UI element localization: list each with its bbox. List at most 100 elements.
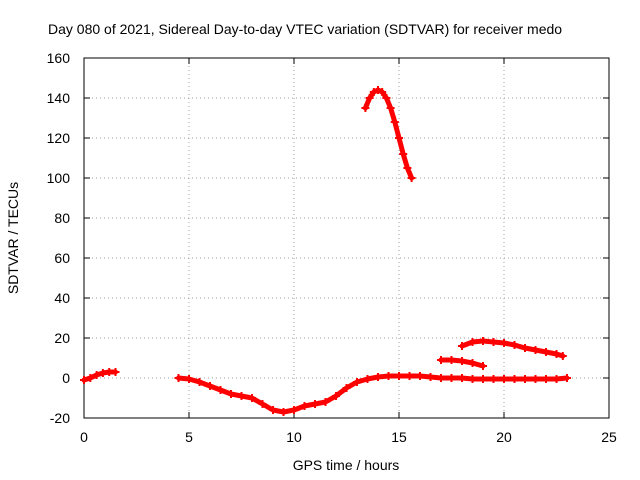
data-point	[86, 374, 95, 382]
data-point	[542, 375, 550, 383]
series-arc-3	[361, 86, 416, 182]
y-tick-label: 80	[54, 210, 70, 226]
x-tick-label: 15	[391, 429, 407, 445]
x-tick-label: 10	[286, 429, 302, 445]
data-point	[269, 406, 277, 414]
data-point	[468, 338, 477, 346]
data-point	[447, 356, 456, 364]
data-point	[386, 104, 395, 112]
data-point	[111, 368, 120, 376]
data-point	[382, 94, 391, 102]
data-point	[468, 375, 477, 383]
y-tick-label: 160	[47, 50, 71, 66]
data-point	[353, 378, 361, 386]
data-point	[563, 374, 571, 382]
data-point	[510, 341, 519, 349]
data-point	[531, 346, 540, 354]
data-point	[369, 88, 378, 96]
data-point	[479, 362, 487, 370]
series-arc-2	[174, 372, 571, 416]
data-point	[384, 372, 393, 380]
data-point	[311, 400, 319, 408]
x-axis-label: GPS time / hours	[293, 457, 400, 473]
data-point	[458, 357, 466, 365]
x-tick-label: 20	[496, 429, 512, 445]
grid	[84, 58, 609, 418]
x-tick-label: 0	[80, 429, 88, 445]
data-point	[374, 373, 382, 381]
series-arc-5	[458, 337, 567, 360]
data-point	[521, 344, 529, 352]
series-arc-1	[80, 368, 120, 384]
data-point	[489, 375, 498, 383]
data-point	[216, 386, 225, 394]
data-point	[407, 174, 416, 182]
y-tick-label: 120	[47, 130, 71, 146]
data-point	[542, 348, 550, 356]
x-tick-label: 5	[185, 429, 193, 445]
data-point	[342, 384, 351, 392]
data-point	[227, 390, 235, 398]
data-point	[374, 86, 382, 94]
data-point	[361, 104, 370, 112]
data-point	[321, 398, 330, 406]
data-point	[500, 339, 508, 347]
data-point	[206, 382, 214, 390]
y-tick-label: 100	[47, 170, 71, 186]
data-point	[437, 374, 445, 382]
y-tick-label: 60	[54, 250, 70, 266]
data-series	[80, 86, 571, 416]
data-point	[395, 134, 403, 142]
data-point	[92, 371, 101, 379]
plot-frame	[83, 57, 610, 419]
data-point	[552, 350, 561, 358]
data-point	[531, 375, 540, 383]
data-point	[447, 374, 456, 382]
data-point	[500, 375, 508, 383]
data-point	[365, 94, 374, 102]
data-point	[403, 164, 412, 172]
data-point	[378, 88, 387, 96]
data-point	[437, 356, 445, 364]
y-tick-label: 40	[54, 290, 70, 306]
axis-ticks: 0 5 10 15 20 25 -20 0 20 40 60 80 100 120 140 160	[47, 50, 617, 445]
data-point	[399, 150, 408, 158]
data-point	[332, 392, 340, 400]
data-point	[510, 375, 519, 383]
data-point	[290, 406, 298, 414]
data-point	[195, 378, 204, 386]
data-point	[521, 375, 529, 383]
data-point	[552, 375, 561, 383]
data-point	[80, 376, 88, 384]
y-tick-label: 0	[62, 370, 70, 386]
data-point	[185, 375, 193, 383]
chart-title: Day 080 of 2021, Sidereal Day-to-day VTE…	[48, 21, 562, 37]
series-line	[459, 338, 566, 359]
data-point	[363, 375, 372, 383]
y-axis-label: SDTVAR / TECUs	[5, 182, 21, 294]
data-point	[479, 337, 487, 345]
series-line	[176, 373, 570, 415]
y-tick-label: -20	[50, 410, 70, 426]
data-point	[479, 375, 487, 383]
data-point	[395, 372, 403, 380]
data-point	[416, 372, 424, 380]
data-point	[390, 118, 399, 126]
data-point	[300, 402, 309, 410]
x-tick-label: 25	[601, 429, 617, 445]
data-point	[237, 392, 246, 400]
y-tick-label: 140	[47, 90, 71, 106]
data-point	[248, 394, 256, 402]
data-point	[279, 408, 288, 416]
data-point	[468, 359, 477, 367]
data-point	[174, 374, 183, 382]
data-point	[405, 372, 414, 380]
series-line	[362, 87, 415, 181]
data-point	[489, 338, 498, 346]
data-point	[558, 352, 567, 360]
data-point	[426, 373, 435, 381]
data-point	[458, 374, 466, 382]
y-tick-label: 20	[54, 330, 70, 346]
data-point	[258, 400, 267, 408]
